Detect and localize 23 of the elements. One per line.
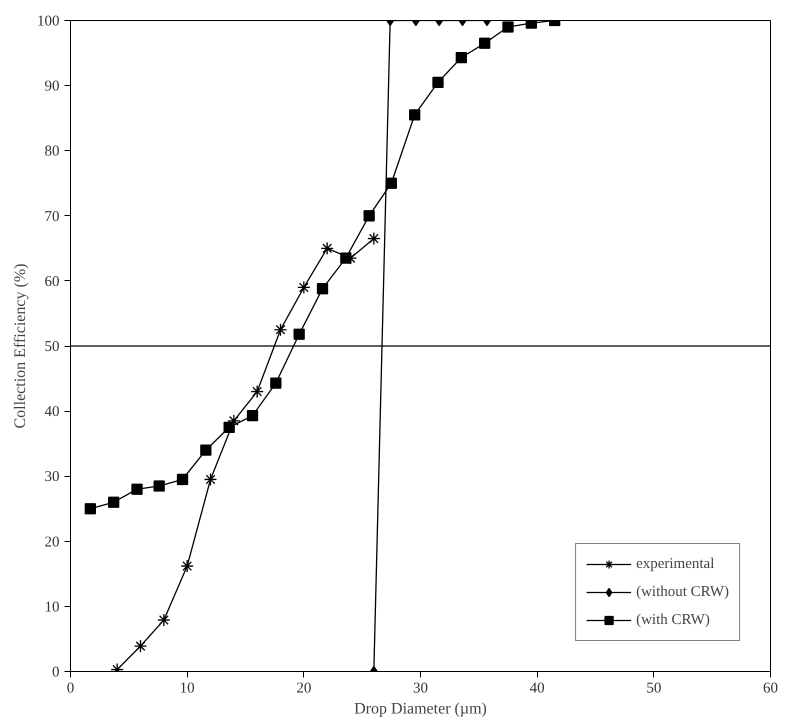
y-tick-label: 90 xyxy=(44,78,60,95)
y-tick-label: 30 xyxy=(44,469,60,486)
legend-label: (without CRW) xyxy=(636,584,729,600)
y-tick-label: 40 xyxy=(44,404,60,420)
legend-label: (with CRW) xyxy=(636,612,710,628)
x-tick-label: 50 xyxy=(646,680,662,696)
y-tick-label: 70 xyxy=(44,208,60,225)
x-tick-label: 40 xyxy=(530,680,545,696)
x-tick-label: 0 xyxy=(66,680,74,696)
y-tick-label: 60 xyxy=(44,274,60,290)
x-tick-label: 10 xyxy=(180,680,195,696)
y-tick-label: 80 xyxy=(44,144,60,160)
y-tick-label: 100 xyxy=(37,14,60,30)
x-axis-title: Drop Diameter (µm) xyxy=(354,700,487,718)
x-tick-label: 20 xyxy=(296,680,312,696)
legend-label: experimental xyxy=(636,556,714,572)
y-tick-label: 50 xyxy=(44,339,60,355)
y-tick-label: 10 xyxy=(44,599,60,616)
y-axis-title: Collection Efficiency (%) xyxy=(12,264,29,428)
x-tick-label: 30 xyxy=(413,680,428,696)
y-tick-label: 20 xyxy=(44,534,60,550)
y-tick-label: 0 xyxy=(52,664,60,680)
x-tick-label: 60 xyxy=(763,680,778,696)
